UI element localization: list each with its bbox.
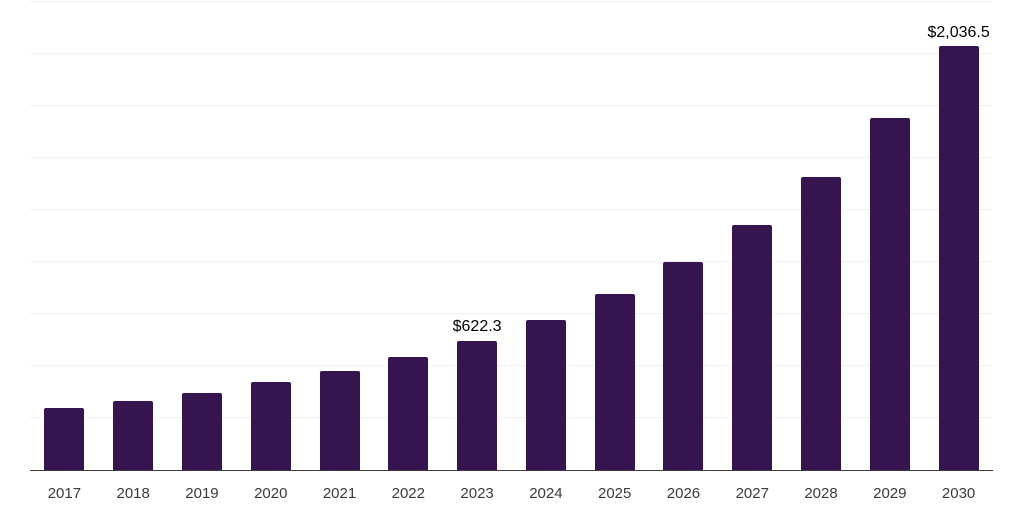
gridline-2000 [30,53,993,54]
gridline-1000 [30,261,993,262]
bar-2026 [663,262,704,470]
gridline-500 [30,365,993,366]
x-tick-2022: 2022 [391,485,425,502]
x-tick-2025: 2025 [597,485,632,502]
bar-2030 [938,46,979,470]
gridline-250 [30,417,993,418]
bar-2025 [594,294,635,470]
x-tick-2017: 2017 [47,485,82,502]
x-tick-2019: 2019 [185,485,219,502]
x-tick-2029: 2029 [873,485,907,502]
x-tick-2021: 2021 [322,485,357,502]
bar-2021 [319,370,360,470]
gridline-750 [30,313,993,314]
x-tick-2026: 2026 [666,485,701,502]
value-label-2030: $2,036.5 [927,23,990,41]
bar-2017 [44,408,85,470]
x-tick-2024: 2024 [529,485,563,502]
gridline-1500 [30,157,993,158]
x-tick-2030: 2030 [941,485,976,502]
x-tick-2023: 2023 [460,485,494,502]
bar-2022 [388,356,429,470]
x-tick-2027: 2027 [735,485,769,502]
x-tick-2028: 2028 [804,485,838,502]
value-label-2023: $622.3 [452,317,502,335]
bar-2023 [457,340,498,470]
x-axis-line [30,469,993,471]
bar-2029 [869,118,910,470]
x-tick-2018: 2018 [116,485,150,502]
bar-2019 [181,392,222,470]
bar-2020 [250,381,291,470]
gridline-1250 [30,209,993,210]
bar-2028 [801,177,842,470]
x-tick-2020: 2020 [254,485,288,502]
gridline-1750 [30,105,993,106]
plot-area: $622.3 $2,036.5 [30,1,993,471]
bar-2024 [525,319,566,470]
bar-2027 [732,224,773,470]
gridline-2250 [30,1,993,2]
bar-2018 [113,400,154,470]
